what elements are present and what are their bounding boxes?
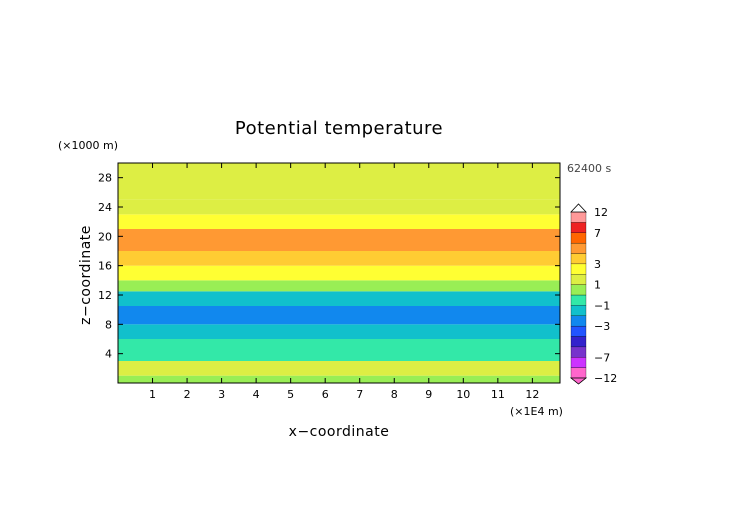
x-axis-ticks: 1 2 3 4 5 6 7 8 9 10 11 12 (149, 163, 539, 401)
heatmap-band-2 (118, 339, 560, 361)
x-tick-label: 4 (253, 388, 260, 401)
heatmap-field (118, 163, 560, 383)
heatmap-band-10 (118, 214, 560, 229)
heatmap-band-9 (118, 229, 560, 251)
colorbar-segment (570, 242, 587, 254)
heatmap-band-11 (118, 199, 560, 215)
x-tick-label: 5 (287, 388, 294, 401)
x-tick-label: 11 (491, 388, 505, 401)
colorbar-segment (570, 274, 587, 285)
y-tick-label: 16 (98, 260, 112, 273)
heatmap-band-0 (118, 375, 560, 383)
colorbar-top-arrow (570, 203, 587, 213)
chart-title: Potential temperature (235, 118, 443, 139)
colorbar-bottom-arrow (569, 377, 588, 385)
colorbar-segment (570, 357, 587, 368)
heatmap-band-4 (118, 306, 560, 325)
colorbar-tick-label: −12 (594, 372, 617, 385)
x-tick-label: 9 (425, 388, 432, 401)
colorbar-tick-label: 1 (594, 279, 601, 292)
colorbar: 12 7 3 1 −1 −3 −7 −12 (569, 203, 617, 385)
x-tick-label: 12 (525, 388, 539, 401)
colorbar-segment (570, 211, 587, 223)
colorbar-segment (570, 346, 587, 358)
colorbar-tick-label: −1 (594, 299, 610, 312)
y-axis-ticks: 4 8 12 16 20 24 28 (98, 172, 560, 361)
colorbar-segment (570, 284, 587, 296)
x-tick-label: 10 (456, 388, 470, 401)
colorbar-segment (570, 263, 587, 275)
y-tick-label: 12 (98, 289, 112, 302)
x-tick-label: 3 (218, 388, 225, 401)
colorbar-segment (570, 367, 587, 379)
y-tick-label: 28 (98, 172, 112, 185)
colorbar-tick-label: 3 (594, 258, 601, 271)
colorbar-segment (570, 253, 587, 265)
heatmap-band-8 (118, 251, 560, 266)
colorbar-segment (570, 336, 587, 348)
colorbar-tick-label: 12 (594, 206, 608, 219)
heatmap-band-1 (118, 361, 560, 376)
x-tick-label: 6 (322, 388, 329, 401)
heatmap-band-5 (118, 291, 560, 306)
y-tick-label: 24 (98, 201, 112, 214)
y-tick-label: 4 (105, 348, 112, 361)
colorbar-tick-label: 7 (594, 227, 601, 240)
colorbar-tick-label: −3 (594, 320, 610, 333)
colorbar-segment (570, 222, 587, 233)
colorbar-segment (570, 305, 587, 316)
y-unit-label: (×1000 m) (58, 139, 118, 152)
time-label: 62400 s (567, 162, 611, 175)
colorbar-segment (570, 294, 587, 306)
colorbar-tick-label: −7 (594, 351, 610, 364)
y-tick-label: 20 (98, 230, 112, 243)
colorbar-segment (570, 315, 587, 327)
x-tick-label: 7 (356, 388, 363, 401)
plot-frame (117, 162, 561, 384)
y-axis-title: z−coordinate (78, 225, 94, 325)
heatmap-band-7 (118, 265, 560, 281)
heatmap-band-12 (118, 163, 560, 200)
heatmap-band-3 (118, 324, 560, 339)
colorbar-segment (570, 232, 587, 244)
colorbar-segment (570, 325, 587, 337)
x-tick-label: 8 (391, 388, 398, 401)
y-tick-label: 8 (105, 318, 112, 331)
x-tick-label: 2 (184, 388, 191, 401)
x-unit-label: (×1E4 m) (510, 405, 563, 418)
x-axis-title: x−coordinate (289, 424, 390, 440)
x-tick-label: 1 (149, 388, 156, 401)
heatmap-band-6 (118, 280, 560, 292)
